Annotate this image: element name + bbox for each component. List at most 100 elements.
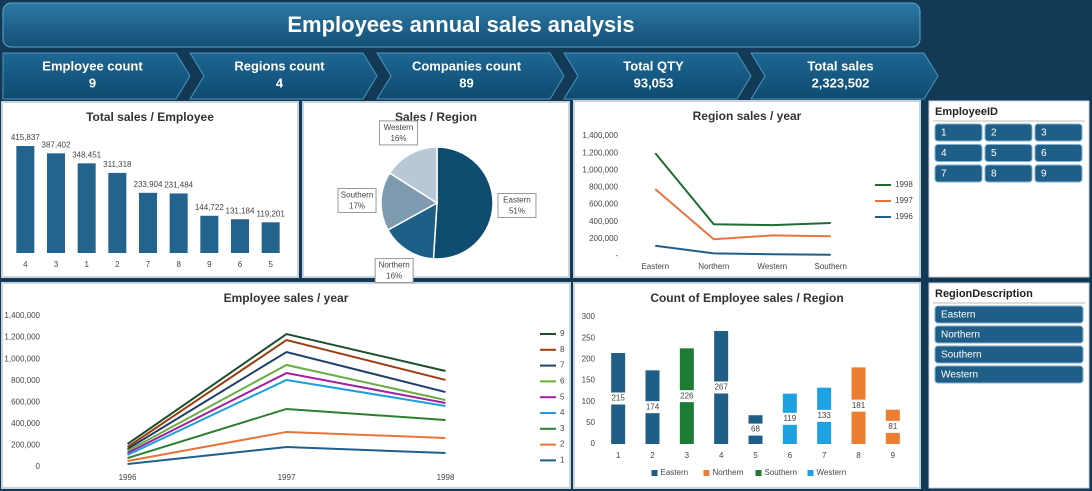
pie-slice [380,171,439,231]
slicer-item[interactable]: 4 [941,148,947,159]
series-line [654,152,831,227]
kpi-row: Employee count 9 Regions count 4 Companies c… [2,52,939,100]
x-tick-label: 4 [23,260,28,269]
slicer-item[interactable]: 5 [991,148,997,159]
slice-label-box [337,187,377,213]
y-tick-label: 1,000,000 [4,354,40,363]
slicer-item[interactable]: 2 [991,128,997,139]
slicer-button[interactable] [1034,123,1083,142]
slicer-item[interactable]: 9 [1041,169,1047,180]
legend-label: Southern [765,468,797,477]
slicer-item[interactable]: 8 [991,169,997,180]
y-tick-label: 1,400,000 [4,311,40,320]
kpi-label: Total QTY [623,58,684,73]
slice-percent: 16% [390,134,406,143]
y-tick-label: 400,000 [589,217,618,226]
slicer-item[interactable]: 6 [1041,148,1047,159]
x-tick-label: 5 [753,451,758,460]
value-label: 415,837 [11,133,40,142]
legend-label: 7 [560,361,565,370]
kpi-chevron [2,52,191,100]
slice-label-box [378,120,418,146]
slicer-button[interactable] [934,164,983,183]
x-tick-label: 9 [207,260,212,269]
slicer-item[interactable]: 1 [941,128,947,139]
series-line [126,350,446,450]
legend-label: 1996 [895,212,913,221]
slicers: EmployeeID 1 2 3 4 5 6 7 8 9 RegionDescription East… [928,100,1090,489]
y-tick-label: 800,000 [589,183,618,192]
slicer-item[interactable]: Southern [941,350,982,361]
slicer-button[interactable] [984,123,1033,142]
legend-label: 1998 [895,180,913,189]
series-line [654,188,831,241]
x-tick-label: 4 [719,451,724,460]
legend-swatch [755,470,762,476]
x-tick-label: 6 [238,260,243,269]
bar [231,219,249,253]
value-label: 131,184 [226,206,255,215]
slicer-item[interactable]: 7 [941,169,947,180]
y-tick-label: 0 [591,439,596,448]
slicer-button[interactable] [984,164,1033,183]
y-tick-label: 400,000 [11,419,40,428]
y-tick-label: 1,400,000 [582,131,618,140]
value-label: 81 [888,422,897,431]
legend-label: 1997 [895,196,913,205]
value-label: 181 [852,401,866,410]
value-label-box [676,390,697,403]
slicer-button[interactable] [934,365,1084,384]
series-line [127,407,446,460]
slicer-button[interactable] [934,345,1084,364]
kpi-label: Companies count [412,58,522,73]
x-tick-label: 1 [84,260,89,269]
value-label-box [745,423,766,436]
slicer-button[interactable] [934,144,983,162]
x-tick-label: Southern [815,262,847,271]
value-label: 68 [751,425,760,434]
series-line [655,244,831,256]
value-label: 231,484 [164,181,193,190]
value-label: 119 [783,414,796,423]
slice-label-box [374,258,414,284]
chart-title: Employee sales / year [224,291,349,305]
x-tick-label: Northern [698,262,729,271]
y-tick-label: 200 [582,354,596,363]
chart-title: Region sales / year [693,109,802,123]
pie-slice [388,146,438,205]
x-tick-label: 1996 [119,473,137,482]
value-label: 119,201 [257,209,286,218]
legend-label: 3 [560,424,565,433]
slice-label-box [497,193,537,219]
slicer-button[interactable] [934,325,1084,344]
slice-category: Western [384,123,414,132]
y-tick-label: 200,000 [589,234,618,243]
value-label-box [608,392,629,405]
series-line [127,378,446,456]
series-line [127,363,446,452]
slicer-button[interactable] [984,144,1033,162]
slice-percent: 51% [509,207,525,216]
slicer-button[interactable] [934,123,983,142]
x-tick-label: 5 [268,260,273,269]
slicer-item[interactable]: 3 [1041,128,1047,139]
slicer-item[interactable]: Western [941,370,978,381]
slice-category: Eastern [503,196,531,205]
legend-swatch [651,470,658,476]
series-line [126,338,446,448]
y-tick-label: 600,000 [589,200,618,209]
slicer-button[interactable] [1034,144,1083,162]
x-tick-label: Eastern [641,262,669,271]
x-tick-label: 7 [822,451,827,460]
x-tick-label: 3 [685,451,690,460]
value-label: 226 [680,391,694,400]
y-tick-label: - [615,251,618,260]
value-label: 311,318 [103,160,132,169]
series-line [127,430,446,462]
slicer-item[interactable]: Northern [941,330,980,341]
slicer-item[interactable]: Eastern [941,310,975,321]
slicer-button[interactable] [1034,164,1083,183]
slicer-button[interactable] [934,305,1084,324]
value-label-box [814,409,835,422]
